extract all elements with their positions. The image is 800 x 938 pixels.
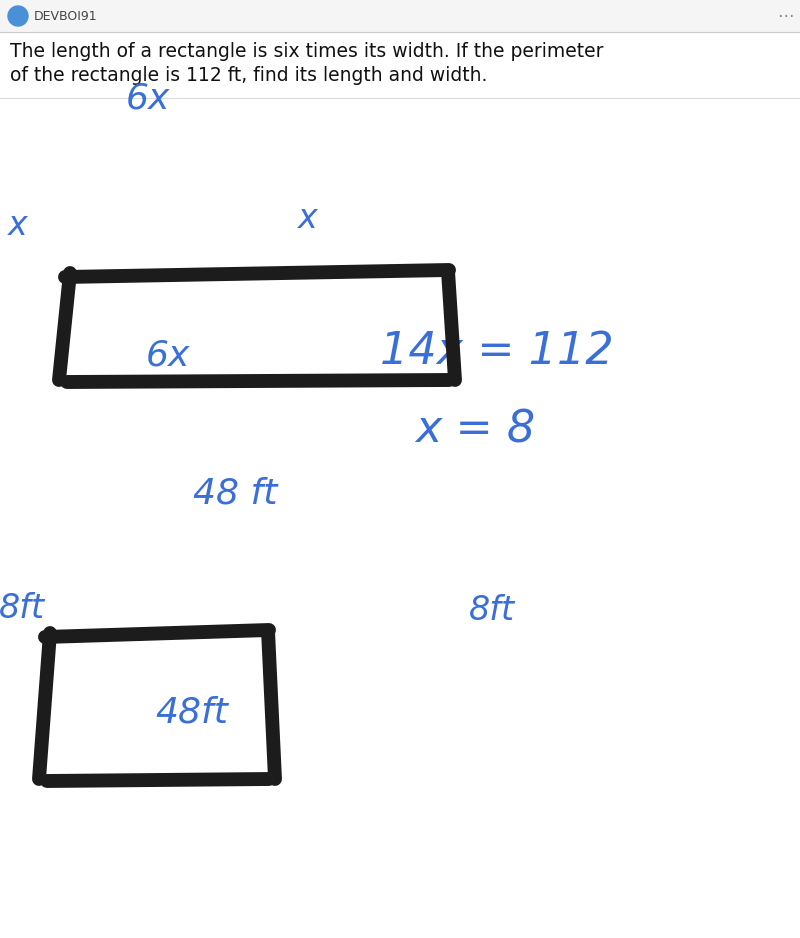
Text: x: x xyxy=(298,202,318,234)
Bar xyxy=(0,0,800,32)
Text: of the rectangle is 112 ft, find its length and width.: of the rectangle is 112 ft, find its len… xyxy=(10,66,487,85)
Text: 48ft: 48ft xyxy=(155,695,229,729)
Text: 6x: 6x xyxy=(126,81,170,115)
Text: 14x = 112: 14x = 112 xyxy=(380,330,614,373)
Text: 48 ft: 48 ft xyxy=(193,476,277,510)
Circle shape xyxy=(8,6,28,26)
Text: DEVBOI91: DEVBOI91 xyxy=(34,9,98,23)
Text: x = 8: x = 8 xyxy=(415,408,535,451)
Text: x: x xyxy=(8,208,28,241)
Text: The length of a rectangle is six times its width. If the perimeter: The length of a rectangle is six times i… xyxy=(10,42,603,61)
Text: ⋯: ⋯ xyxy=(777,7,794,25)
Text: 8ft: 8ft xyxy=(469,594,515,627)
Text: 8ft: 8ft xyxy=(0,592,45,625)
Text: 6x: 6x xyxy=(146,338,190,372)
